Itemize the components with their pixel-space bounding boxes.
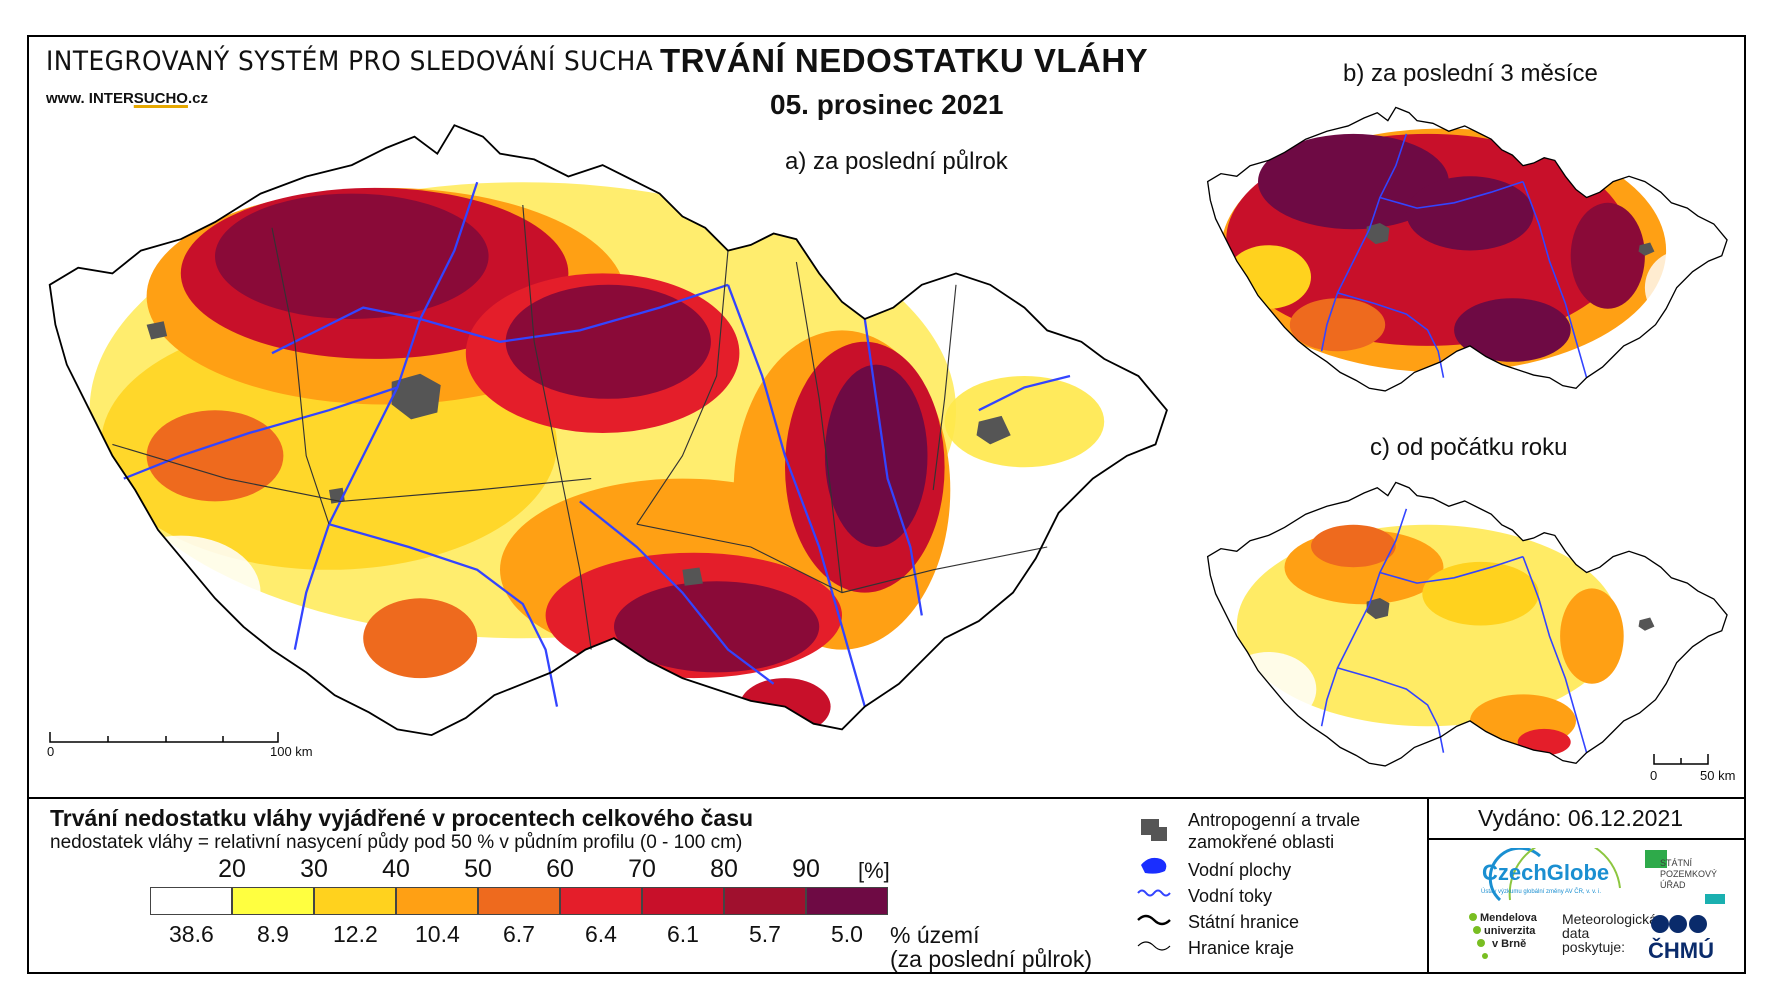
- legend-title: Trvání nedostatku vláhy vyjádřené v proc…: [50, 805, 754, 831]
- legend-urban-line2: zamokřené oblasti: [1188, 832, 1335, 852]
- legend-class-share-3: 10.4: [415, 921, 460, 947]
- share-label-period: (za poslední půlrok): [890, 946, 1092, 972]
- region-border-icon: [1137, 941, 1171, 951]
- czechglobe-subtitle: Ústav výzkumu globální změny AV ČR, v. v…: [1481, 889, 1602, 895]
- legend-class-5: [560, 887, 642, 915]
- legend-region-border: Hranice kraje: [1188, 938, 1295, 958]
- scale-small-start: 0: [1650, 768, 1658, 783]
- state-border-icon: [1137, 914, 1171, 926]
- legend-tick-5: 70: [628, 855, 656, 883]
- urban-icon: [1141, 819, 1167, 841]
- issued-divider: [1427, 838, 1746, 840]
- legend-tick-0: 20: [218, 855, 246, 883]
- mendelu-text-2: univerzita: [1484, 925, 1536, 937]
- map-a: [48, 124, 1168, 737]
- legend-vertical-divider: [1427, 797, 1429, 974]
- map-b-label: b) za poslední 3 měsíce: [1343, 60, 1598, 87]
- mendelu-text-3: v Brně: [1492, 938, 1527, 950]
- symbol-icons: [1137, 819, 1171, 951]
- map-b: [1206, 106, 1728, 392]
- met-text-1: Meteorologická: [1562, 911, 1657, 927]
- legend-tick-4: 60: [546, 855, 574, 883]
- met-text-2: data: [1562, 925, 1590, 941]
- legend-tick-1: 30: [300, 855, 328, 883]
- legend-tick-6: 80: [710, 855, 738, 883]
- legend-rivers: Vodní toky: [1188, 886, 1273, 906]
- legend-subtitle: nedostatek vláhy = relativní nasycení pů…: [50, 832, 743, 853]
- legend-class-share-2: 12.2: [333, 921, 378, 947]
- website-suffix: .cz: [187, 90, 208, 107]
- legend-class-share-5: 6.4: [585, 921, 617, 947]
- legend-class-7: [724, 887, 806, 915]
- legend-class-share-0: 38.6: [169, 921, 214, 947]
- spu-logo: [1645, 850, 1725, 904]
- page-date: 05. prosinec 2021: [770, 89, 1004, 120]
- page-title: TRVÁNÍ NEDOSTATKU VLÁHY: [660, 42, 1149, 79]
- scale-bar-main: [49, 732, 279, 743]
- spu-text-1: STÁTNÍ: [1660, 858, 1693, 868]
- spu-text-2: POZEMKOVÝ: [1660, 869, 1718, 879]
- chmu-icon: [1651, 915, 1707, 933]
- legend-tick-3: 50: [464, 855, 492, 883]
- legend-class-4: [478, 887, 560, 915]
- map-c: [1206, 481, 1728, 767]
- mendelu-text: Mendelova univerzita v Brně: [1480, 912, 1537, 951]
- legend-class-share-4: 6.7: [503, 921, 535, 947]
- legend-class-6: [642, 887, 724, 915]
- czechglobe-logo: [1488, 848, 1621, 902]
- scale-bar-small: [1653, 754, 1709, 765]
- spu-text: STÁTNÍ POZEMKOVÝ ÚŘAD: [1660, 858, 1717, 891]
- legend-water-bodies: Vodní plochy: [1188, 860, 1292, 880]
- legend-class-2: [314, 887, 396, 915]
- map-a-label: a) za poslední půlrok: [785, 148, 1008, 175]
- spu-text-3: ÚŘAD: [1660, 880, 1686, 890]
- website-highlight: SUCHO: [133, 90, 188, 107]
- legend-tick-2: 40: [382, 855, 410, 883]
- legend-unit: [%]: [858, 858, 890, 883]
- share-label: % území: [890, 922, 980, 948]
- legend-class-share-7: 5.7: [749, 921, 781, 947]
- legend-urban-line1: Antropogenní a trvale: [1188, 810, 1361, 830]
- mendelu-text-1: Mendelova: [1480, 912, 1537, 924]
- chmu-name: ČHMÚ: [1648, 938, 1714, 963]
- legend-class-share-6: 6.1: [667, 921, 699, 947]
- czechglobe-name: CzechGlobe: [1482, 860, 1610, 885]
- met-text-3: poskytuje:: [1562, 939, 1626, 955]
- river-icon: [1137, 889, 1171, 897]
- mendelu-dots: [1469, 913, 1488, 959]
- legend-class-0: [150, 887, 232, 915]
- met-data-text: Meteorologická data poskytuje:: [1562, 912, 1657, 954]
- issued-date: Vydáno: 06.12.2021: [1478, 805, 1684, 831]
- legend-class-share-1: 8.9: [257, 921, 289, 947]
- legend-class-1: [232, 887, 314, 915]
- legend-tick-7: 90: [792, 855, 820, 883]
- legend-state-border: Státní hranice: [1188, 912, 1300, 932]
- legend-class-share-8: 5.0: [831, 921, 863, 947]
- scale-main-start: 0: [47, 744, 55, 759]
- system-title: INTEGROVANÝ SYSTÉM PRO SLEDOVÁNÍ SUCHA: [46, 46, 654, 77]
- legend-divider: [27, 797, 1746, 799]
- legend-class-8: [806, 887, 888, 915]
- scale-main-end: 100 km: [270, 744, 313, 759]
- map-c-label: c) od počátku roku: [1370, 434, 1568, 461]
- water-icon: [1141, 857, 1167, 874]
- website-prefix: www. INTER: [46, 90, 134, 107]
- scale-small-end: 50 km: [1700, 768, 1736, 783]
- website-link[interactable]: www. INTERSUCHO.cz: [46, 90, 208, 107]
- legend-class-3: [396, 887, 478, 915]
